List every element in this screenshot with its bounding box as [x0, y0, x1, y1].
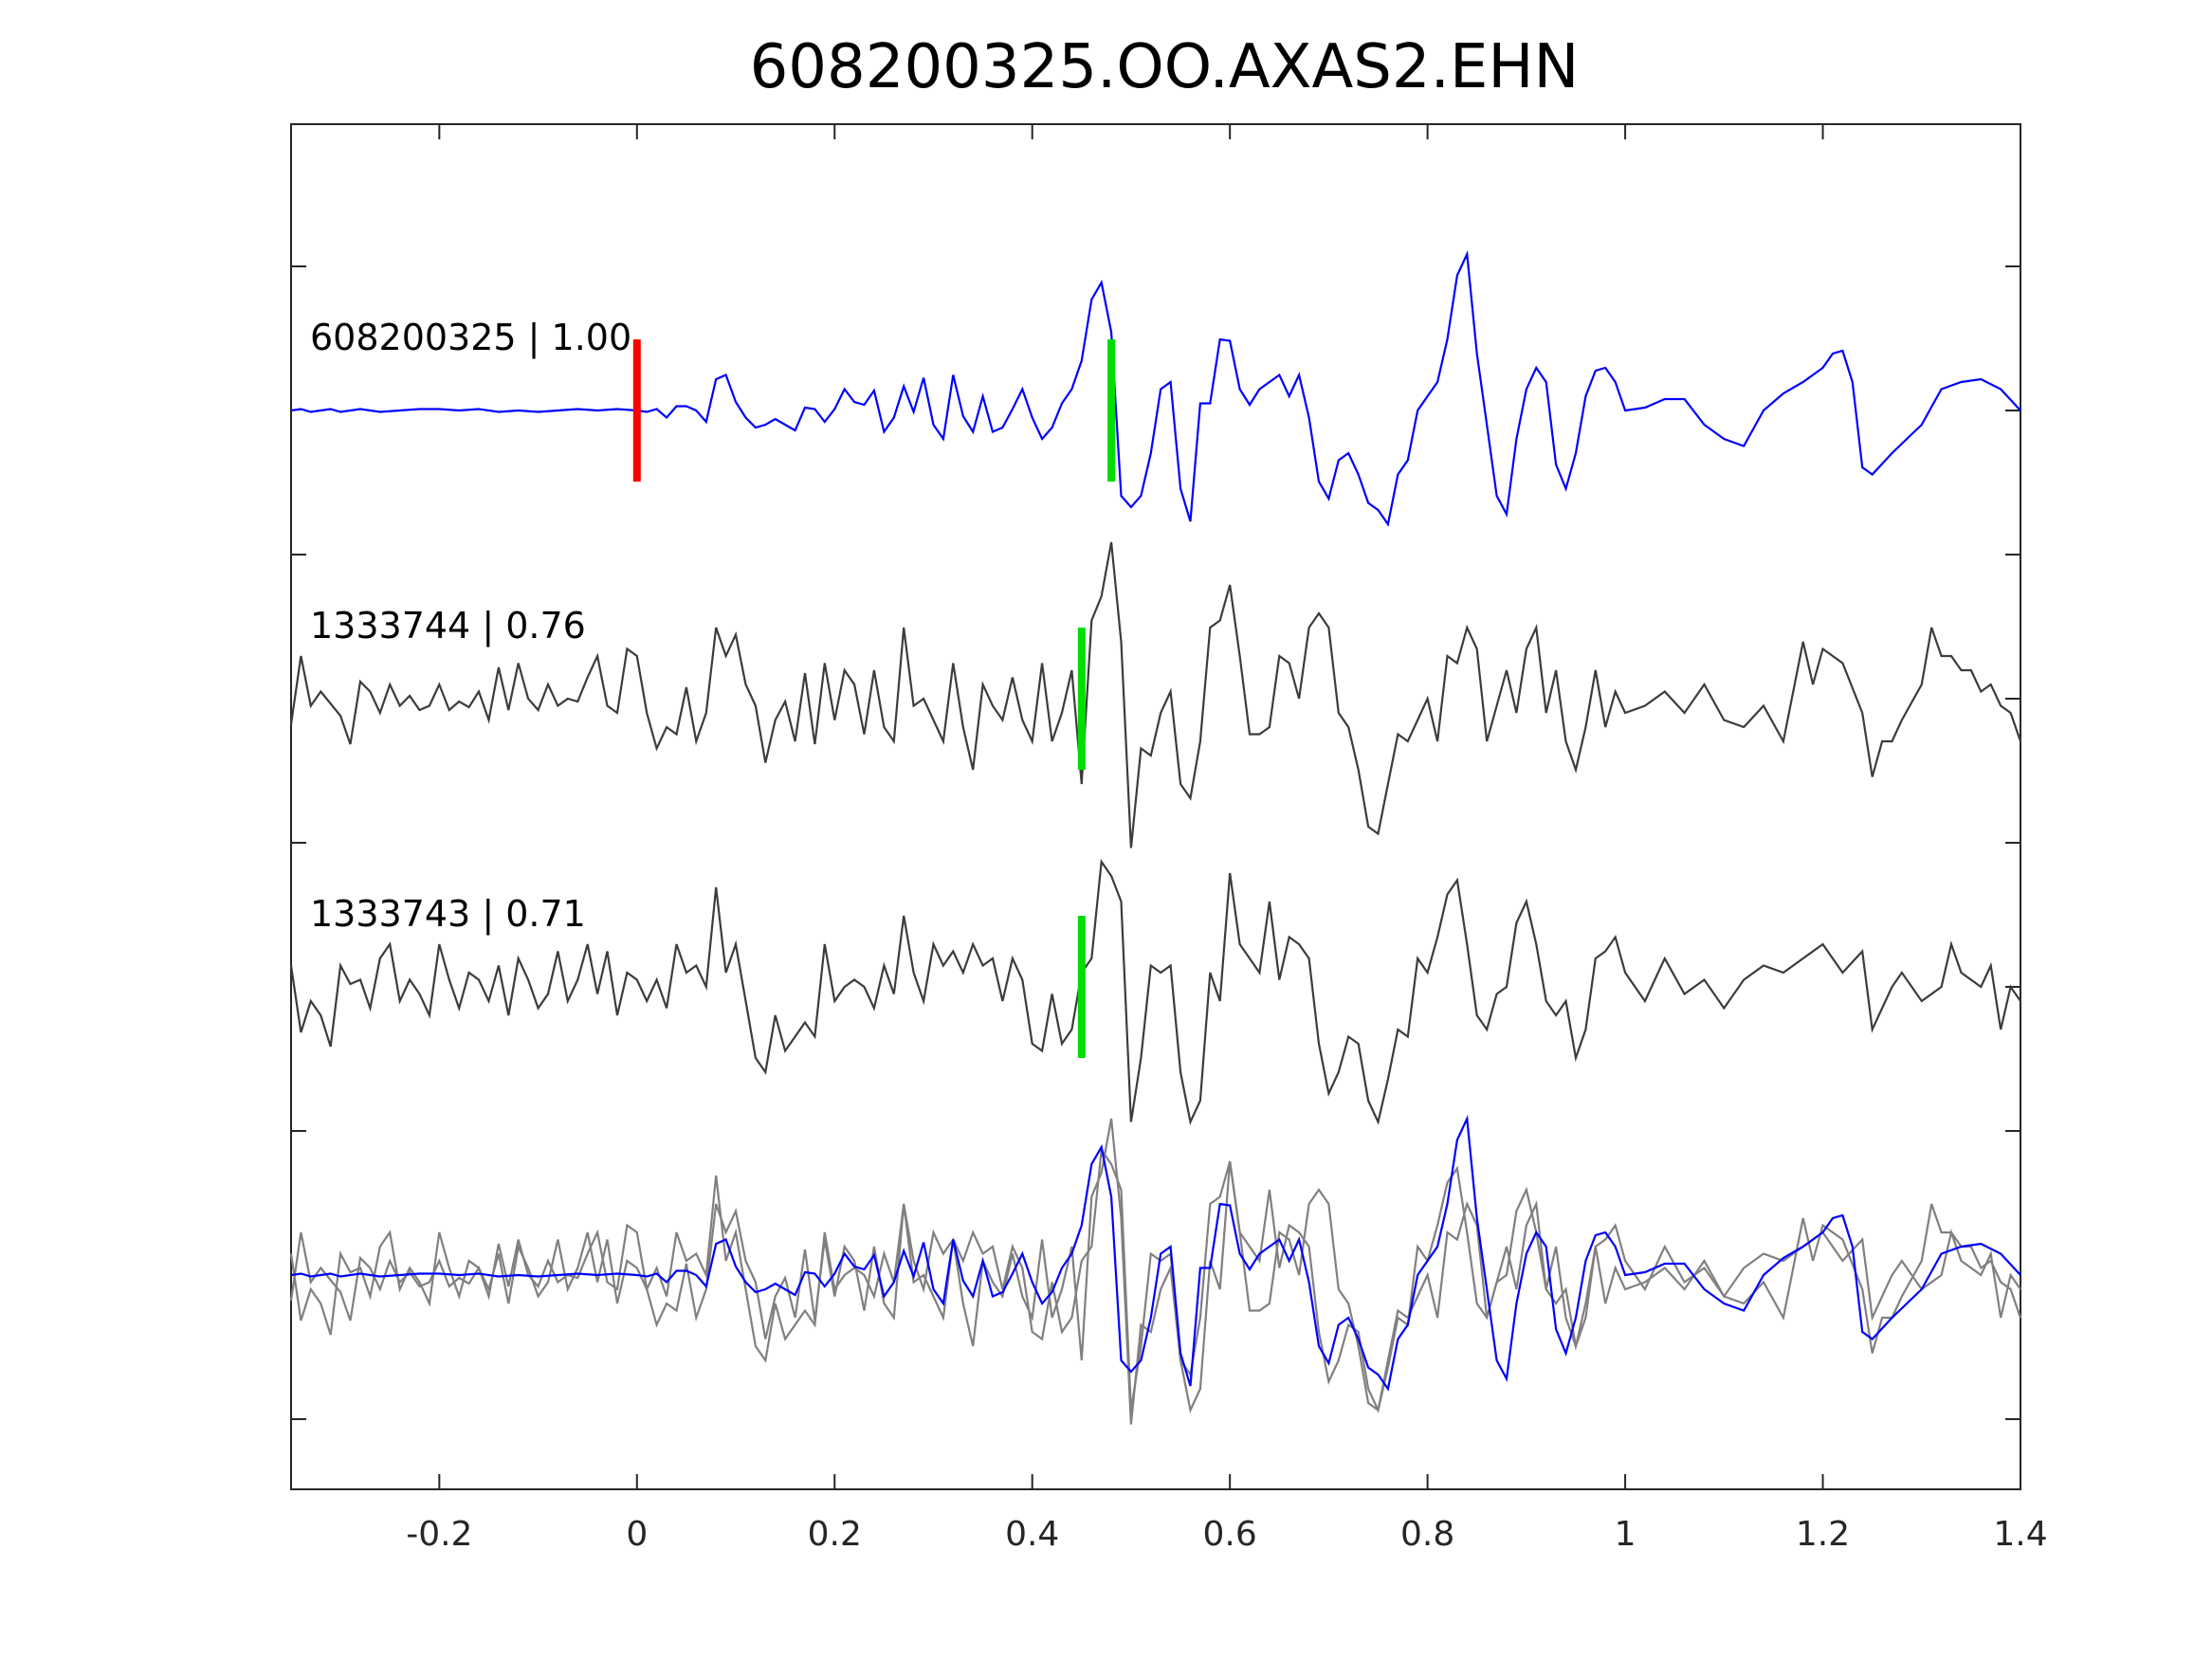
x-tick-label: 0	[626, 1515, 648, 1554]
trace-labels: 608200325 | 1.00 1333744 | 0.76 1333743 | …	[310, 317, 631, 936]
overlay-trace-1333744	[289, 1118, 2022, 1425]
x-tick-label: 0.8	[1400, 1515, 1454, 1554]
axis-ticks	[291, 124, 2021, 1489]
x-tick-label: 1.2	[1796, 1515, 1850, 1554]
x-tick-label: 0.6	[1203, 1515, 1257, 1554]
x-tick-label: 0.4	[1005, 1515, 1059, 1554]
chart-title: 608200325.OO.AXAS2.EHN	[750, 32, 1580, 102]
x-tick-label: 1.4	[1993, 1515, 2047, 1554]
pick-markers	[632, 339, 1116, 1058]
x-tick-labels: -0.2 0 0.2 0.4 0.6 0.8 1 1.2 1.4	[406, 1515, 2047, 1554]
waveform-traces	[289, 249, 2022, 1425]
x-tick-label: -0.2	[406, 1515, 472, 1554]
overlay-trace-608200325	[290, 1114, 2021, 1392]
trace-608200325	[290, 249, 2021, 527]
trace-1333744	[289, 541, 2022, 848]
trace-label-1333743: 1333743 | 0.71	[310, 893, 586, 936]
trace-label-608200325: 608200325 | 1.00	[310, 317, 631, 359]
trace-label-1333744: 1333744 | 0.76	[310, 605, 586, 647]
plot-frame	[290, 123, 2021, 1490]
x-tick-label: 1	[1615, 1515, 1636, 1554]
overlay-trace-1333743	[289, 1146, 2021, 1414]
x-tick-label: 0.2	[808, 1515, 862, 1554]
